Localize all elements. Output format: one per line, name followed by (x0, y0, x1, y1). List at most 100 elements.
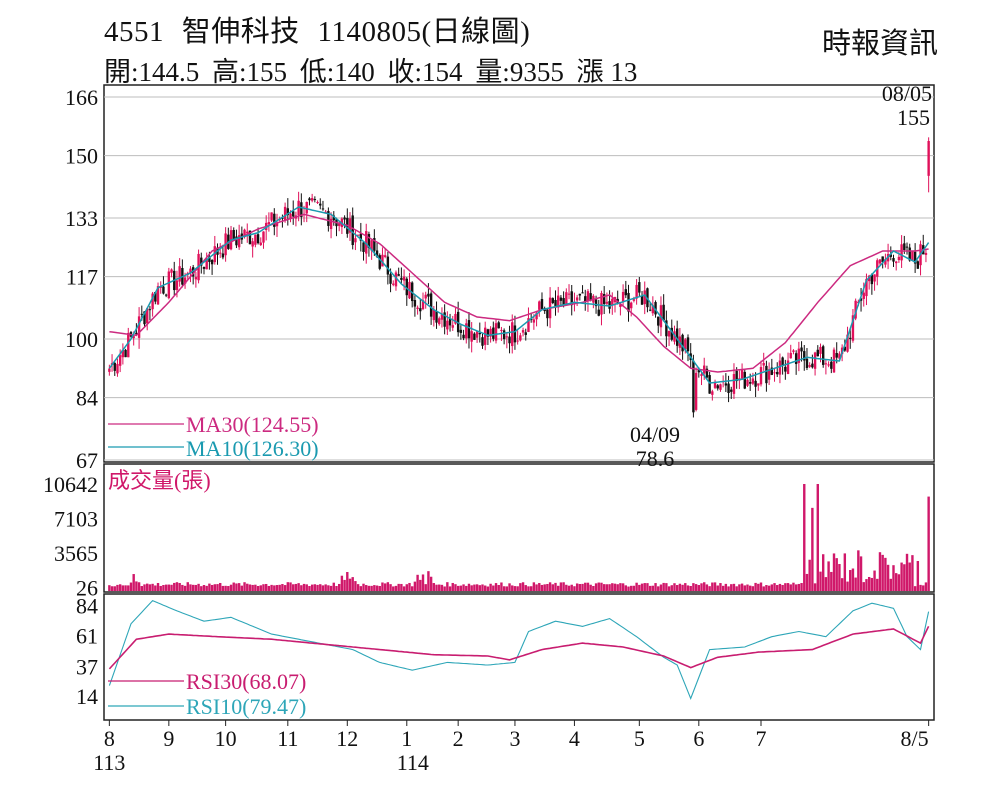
candle-body (448, 318, 452, 326)
volume-bar (327, 585, 330, 591)
volume-bar (697, 585, 701, 591)
volume-bar (148, 584, 152, 591)
volume-bar (416, 574, 419, 591)
candle-body (916, 261, 920, 269)
stock-code: 4551 (104, 16, 164, 48)
volume-bar (748, 585, 752, 591)
candle-body (313, 199, 317, 201)
volume-bar (559, 582, 563, 591)
volume-bar (419, 579, 422, 591)
volume-bar (538, 583, 541, 591)
volume-bar (916, 561, 920, 591)
volume-bar (216, 584, 219, 591)
volume-bar (881, 554, 884, 591)
volume-bar (624, 585, 628, 591)
candle-body (589, 293, 592, 301)
candle-body (927, 141, 930, 176)
candle-body (654, 302, 657, 315)
candle-body (118, 355, 122, 366)
candle-body (419, 308, 422, 312)
candle-body (697, 370, 701, 373)
candle-body (454, 313, 457, 324)
candle-body (362, 242, 365, 252)
candle-body (413, 300, 417, 307)
volume-bar (362, 583, 365, 591)
candle-body (386, 256, 390, 275)
volume-bar (484, 585, 487, 591)
candle-body (108, 368, 111, 372)
volume-bar (767, 585, 771, 591)
volume-bar (110, 586, 114, 591)
candle-body (132, 336, 135, 339)
volume-bar (286, 582, 290, 591)
volume-bar (754, 582, 757, 591)
candle-body (835, 353, 838, 358)
volume-bar (389, 584, 392, 591)
volume-bar (429, 576, 433, 591)
stock-name: 智伸科技 (181, 16, 300, 48)
candle-body (776, 371, 779, 375)
candle-body (500, 329, 503, 331)
volume-bar (840, 578, 844, 591)
candle-body (532, 319, 536, 323)
x-month-label: 8/5 (901, 726, 929, 751)
volume-bar (922, 585, 925, 591)
volume-bar (197, 583, 200, 591)
candle-body (494, 323, 498, 341)
candle-body (746, 379, 749, 386)
candle-body (784, 366, 787, 372)
candle-body (478, 333, 481, 335)
candle-body (124, 349, 127, 358)
candle-body (505, 336, 509, 338)
candle-body (605, 301, 609, 304)
candle-body (892, 258, 895, 262)
candle-body (794, 353, 798, 365)
volume-bar (256, 585, 260, 591)
candle-body (281, 217, 284, 219)
volume-bar (302, 583, 306, 591)
volume-bar (524, 585, 527, 591)
candle-body (308, 198, 311, 201)
volume-bar (121, 585, 125, 591)
volume-bar (797, 583, 801, 591)
candle-body (178, 266, 181, 282)
price-panel-frame (103, 84, 935, 463)
volume-bar (229, 584, 233, 591)
candle-body (524, 332, 527, 335)
volume-bar (643, 583, 646, 591)
volume-tick-label: 26 (76, 576, 98, 601)
volume-bar (532, 582, 536, 591)
volume-bar (492, 585, 495, 591)
rsi30-legend-label: RSI30(68.07) (186, 669, 306, 694)
volume-bar (565, 584, 568, 591)
candle-body (754, 380, 757, 387)
candle-body (397, 274, 400, 276)
volume-bar (849, 570, 852, 591)
candle-body (562, 298, 565, 306)
volume-bar (613, 583, 617, 591)
candle-body (570, 291, 573, 306)
candle-body (773, 372, 776, 374)
candle-body (608, 301, 611, 309)
candle-body (651, 305, 655, 314)
volume-bar (246, 583, 249, 591)
volume-bar (475, 584, 479, 591)
candle-body (805, 358, 809, 368)
candle-body (316, 202, 319, 204)
candle-body (332, 215, 335, 221)
candle-body (310, 198, 314, 201)
volume-bar (659, 584, 663, 591)
volume-bar (359, 586, 363, 591)
volume-bar (305, 584, 308, 591)
volume-bar (602, 584, 606, 591)
volume-bar (529, 586, 533, 591)
volume-bar (711, 582, 714, 591)
volume-bar (248, 584, 252, 591)
volume-bar (694, 584, 698, 591)
volume-bar (819, 571, 822, 591)
candle-body (686, 337, 690, 352)
candle-body (584, 296, 587, 303)
candle-body (381, 254, 384, 267)
candle-body (913, 251, 917, 264)
volume-bar (435, 584, 438, 591)
